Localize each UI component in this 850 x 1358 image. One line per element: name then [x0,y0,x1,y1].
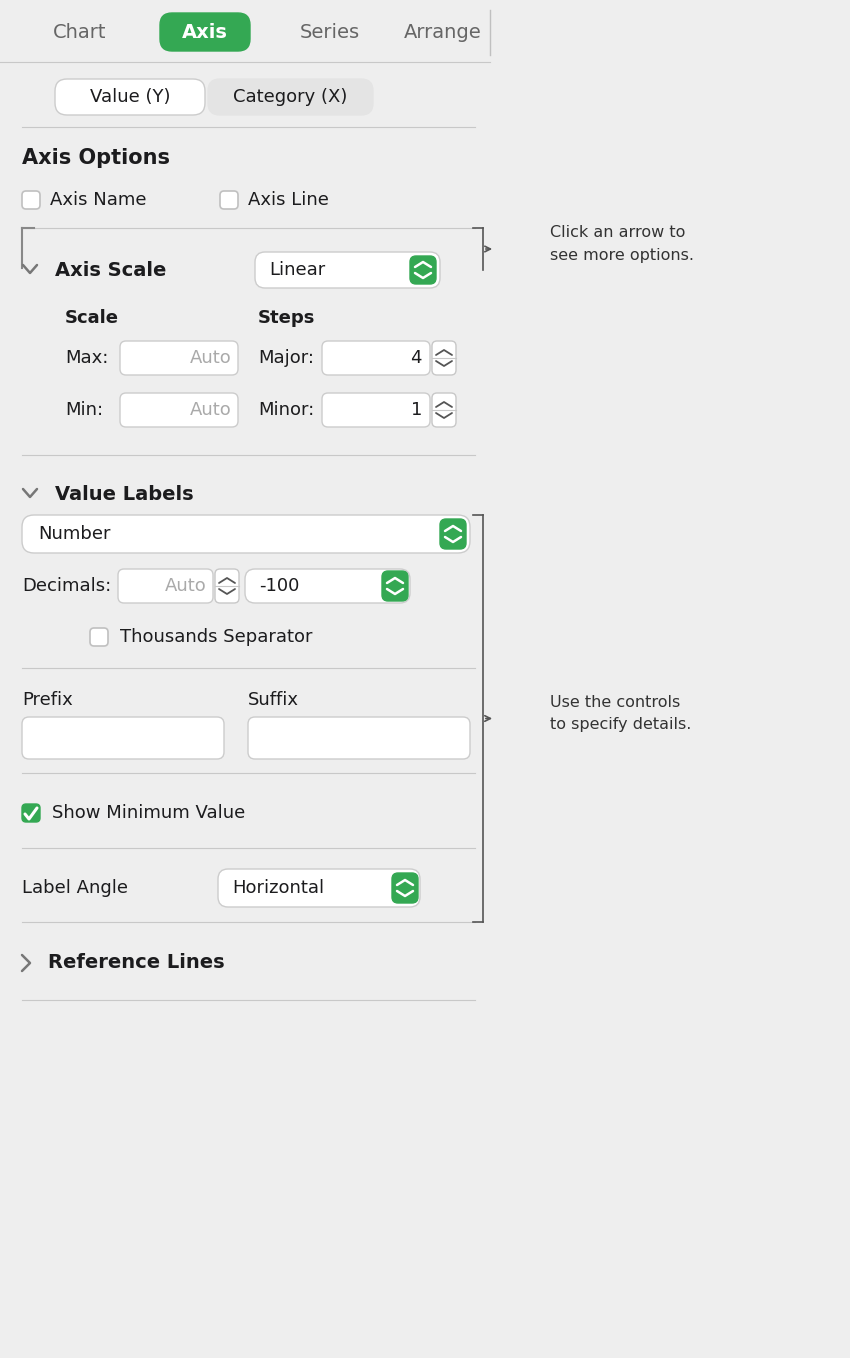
Text: Value (Y): Value (Y) [90,88,170,106]
Text: Linear: Linear [269,261,326,278]
FancyBboxPatch shape [90,627,108,646]
Text: Label Angle: Label Angle [22,879,128,898]
FancyBboxPatch shape [208,79,373,115]
Text: Axis Line: Axis Line [248,191,329,209]
Text: Max:: Max: [65,349,108,367]
Text: Series: Series [300,23,360,42]
Text: Horizontal: Horizontal [232,879,324,898]
Text: Auto: Auto [190,401,232,420]
FancyBboxPatch shape [215,569,239,603]
Text: Min:: Min: [65,401,103,420]
Text: Steps: Steps [258,310,315,327]
Text: Number: Number [38,526,110,543]
FancyBboxPatch shape [118,569,213,603]
FancyBboxPatch shape [410,257,436,284]
Text: Prefix: Prefix [22,691,73,709]
FancyBboxPatch shape [432,392,456,426]
Text: Decimals:: Decimals: [22,577,111,595]
FancyBboxPatch shape [255,253,440,288]
FancyBboxPatch shape [55,79,205,115]
FancyBboxPatch shape [22,191,40,209]
Text: Chart: Chart [54,23,107,42]
Text: Click an arrow to
see more options.: Click an arrow to see more options. [550,225,694,262]
FancyBboxPatch shape [248,717,470,759]
Text: Scale: Scale [65,310,119,327]
Text: Axis Name: Axis Name [50,191,146,209]
FancyBboxPatch shape [392,873,418,903]
Text: 4: 4 [411,349,422,367]
Text: Auto: Auto [190,349,232,367]
FancyBboxPatch shape [322,341,430,375]
Text: Category (X): Category (X) [233,88,347,106]
Text: Show Minimum Value: Show Minimum Value [52,804,246,822]
Text: 1: 1 [411,401,422,420]
FancyBboxPatch shape [120,392,238,426]
FancyBboxPatch shape [120,341,238,375]
Text: Thousands Separator: Thousands Separator [120,627,313,646]
FancyBboxPatch shape [382,570,408,602]
Text: Reference Lines: Reference Lines [48,953,224,972]
FancyBboxPatch shape [22,717,224,759]
FancyBboxPatch shape [220,191,238,209]
Text: Major:: Major: [258,349,314,367]
Text: Axis Options: Axis Options [22,148,170,168]
Text: Use the controls
to specify details.: Use the controls to specify details. [550,695,691,732]
Text: Value Labels: Value Labels [55,485,194,504]
FancyBboxPatch shape [440,519,466,549]
FancyBboxPatch shape [22,804,40,822]
FancyBboxPatch shape [432,341,456,375]
FancyBboxPatch shape [22,515,470,553]
Text: Arrange: Arrange [404,23,482,42]
Text: Minor:: Minor: [258,401,314,420]
Text: Auto: Auto [165,577,207,595]
Text: Axis: Axis [182,23,228,42]
FancyBboxPatch shape [218,869,420,907]
Text: Suffix: Suffix [248,691,299,709]
FancyBboxPatch shape [160,14,250,52]
FancyBboxPatch shape [245,569,410,603]
Text: Axis Scale: Axis Scale [55,261,167,280]
FancyBboxPatch shape [0,0,490,1358]
Text: -100: -100 [259,577,299,595]
FancyBboxPatch shape [322,392,430,426]
